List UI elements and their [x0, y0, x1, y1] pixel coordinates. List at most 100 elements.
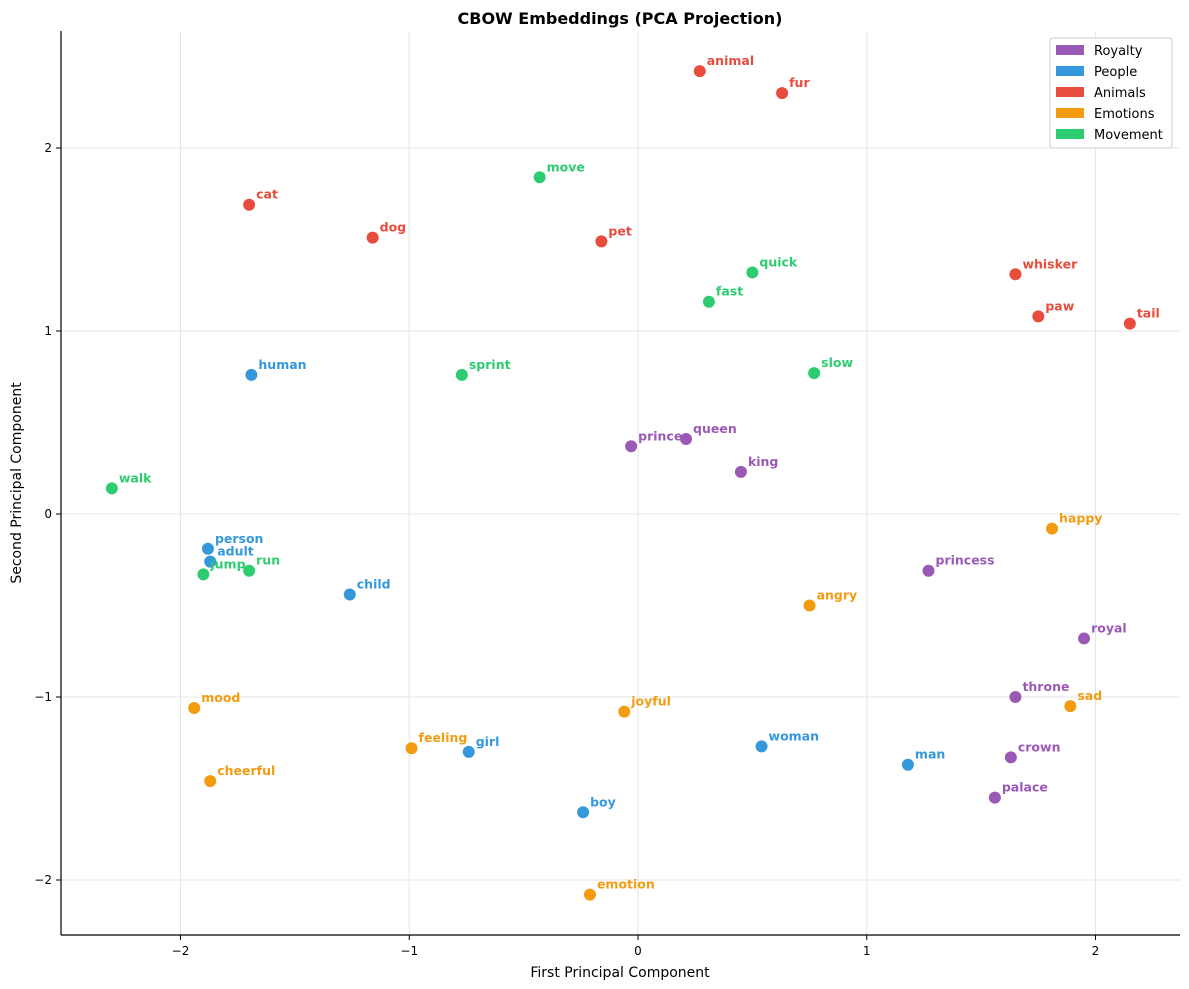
y-tick-label: 1 — [44, 324, 52, 338]
point-label: sprint — [469, 357, 511, 372]
data-point-woman: woman — [755, 728, 819, 753]
point-label: princess — [936, 553, 995, 568]
point-marker — [204, 555, 217, 568]
x-tick-label: 1 — [863, 944, 871, 958]
data-points: king queen prince princess royal throne crown p… — [105, 53, 1160, 901]
legend-item-animals: Animals — [1056, 86, 1146, 101]
data-point-whisker: whisker — [1009, 256, 1078, 281]
point-marker — [776, 87, 789, 100]
point-marker — [1078, 632, 1091, 645]
data-point-fur: fur — [776, 75, 810, 100]
data-point-dog: dog — [366, 220, 406, 244]
point-marker — [693, 65, 706, 78]
point-marker — [734, 465, 747, 478]
point-label: run — [256, 553, 280, 568]
x-tick-label: −1 — [400, 944, 418, 958]
point-marker — [243, 198, 256, 211]
point-marker — [343, 588, 356, 601]
point-marker — [988, 791, 1001, 804]
point-label: king — [748, 454, 778, 469]
data-point-feeling: feeling — [405, 730, 467, 755]
data-point-crown: crown — [1004, 739, 1060, 764]
legend-label: Animals — [1094, 86, 1146, 101]
point-marker — [405, 742, 418, 755]
data-point-slow: slow — [808, 355, 853, 380]
point-label: boy — [590, 794, 616, 809]
point-marker — [922, 564, 935, 577]
data-point-paw: paw — [1032, 298, 1075, 323]
point-marker — [901, 758, 914, 771]
point-marker — [366, 231, 379, 244]
axes — [60, 31, 1180, 936]
data-point-royal: royal — [1078, 620, 1127, 645]
x-axis-label: First Principal Component — [530, 965, 710, 981]
y-tick-label: 2 — [44, 141, 52, 155]
point-marker — [462, 745, 475, 758]
point-label: walk — [119, 470, 152, 485]
legend-item-emotions: Emotions — [1056, 107, 1155, 122]
legend-swatch — [1056, 87, 1084, 97]
point-label: fast — [716, 284, 743, 299]
data-point-human: human — [245, 357, 307, 381]
point-marker — [533, 171, 546, 184]
legend-label: People — [1094, 65, 1137, 80]
y-tick-label: −1 — [34, 690, 52, 704]
point-label: emotion — [597, 877, 655, 892]
point-marker — [595, 235, 608, 248]
point-marker — [808, 367, 821, 380]
point-label: quick — [759, 254, 798, 269]
point-marker — [1032, 310, 1045, 323]
legend-label: Movement — [1094, 128, 1163, 143]
data-point-sad: sad — [1064, 688, 1102, 713]
legend-box — [1049, 37, 1173, 149]
point-marker — [803, 599, 816, 612]
data-point-pet: pet — [595, 223, 632, 248]
point-marker — [1046, 522, 1059, 535]
data-point-boy: boy — [577, 794, 616, 819]
point-label: cat — [256, 187, 278, 202]
data-point-happy: happy — [1046, 511, 1102, 535]
legend-item-people: People — [1056, 65, 1137, 80]
point-marker — [1009, 268, 1022, 281]
point-label: queen — [693, 421, 737, 436]
data-point-cheerful: cheerful — [204, 763, 275, 788]
data-point-cat: cat — [243, 187, 278, 211]
y-tick-label: −2 — [34, 873, 52, 887]
data-point-queen: queen — [680, 421, 737, 445]
point-marker — [1064, 700, 1077, 713]
legend-label: Royalty — [1094, 44, 1143, 59]
legend-label: Emotions — [1094, 107, 1155, 122]
point-label: girl — [476, 734, 500, 749]
data-point-throne: throne — [1009, 679, 1069, 703]
data-point-animal: animal — [693, 53, 754, 78]
point-label: joyful — [630, 694, 671, 709]
point-marker — [1123, 317, 1136, 330]
point-marker — [755, 740, 768, 753]
data-point-quick: quick — [746, 254, 798, 279]
point-marker — [188, 701, 201, 714]
chart-title: CBOW Embeddings (PCA Projection) — [458, 9, 783, 28]
gridlines — [61, 31, 1180, 935]
point-marker — [245, 368, 258, 381]
point-marker — [583, 888, 596, 901]
point-label: human — [258, 357, 306, 372]
data-point-move: move — [533, 159, 585, 184]
legend-item-movement: Movement — [1056, 128, 1163, 143]
data-point-girl: girl — [462, 734, 500, 758]
data-point-walk: walk — [105, 470, 152, 495]
point-marker — [204, 775, 217, 788]
point-label: happy — [1059, 511, 1102, 526]
point-label: slow — [821, 355, 853, 370]
data-point-child: child — [343, 577, 391, 601]
point-marker — [197, 568, 210, 581]
point-marker — [1004, 751, 1017, 764]
data-point-joyful: joyful — [618, 694, 671, 718]
data-point-princess: princess — [922, 553, 995, 577]
point-marker — [1009, 691, 1022, 703]
point-marker — [455, 368, 468, 381]
data-point-tail: tail — [1123, 306, 1160, 330]
data-point-run: run — [243, 553, 280, 577]
data-point-mood: mood — [188, 690, 240, 714]
y-tick-label: 0 — [44, 507, 52, 521]
